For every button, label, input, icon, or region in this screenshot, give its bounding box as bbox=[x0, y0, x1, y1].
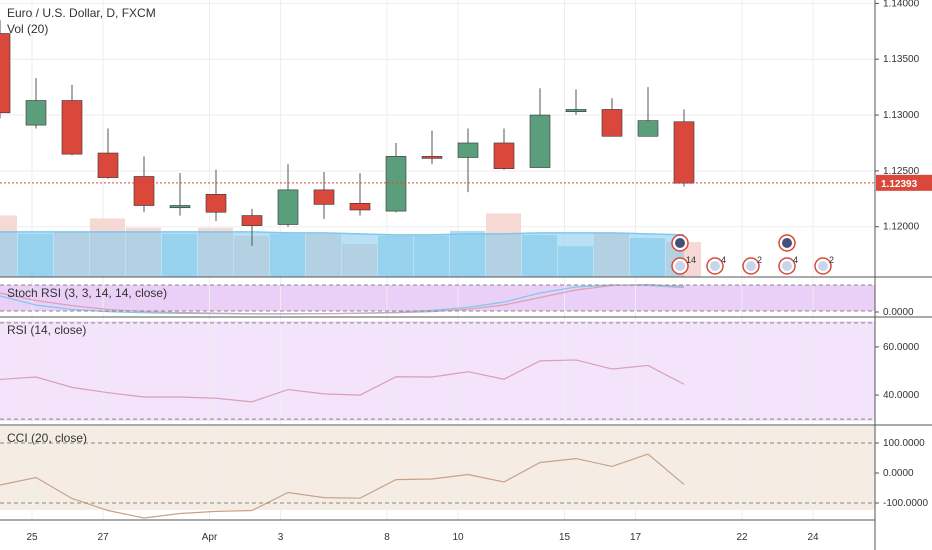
candle-body bbox=[565, 109, 587, 112]
rsi-line bbox=[0, 359, 685, 403]
rsi-tick-label: 60.0000 bbox=[883, 342, 920, 353]
cci-title: CCI (20, close) bbox=[7, 431, 88, 445]
price-tick-label: 1.12000 bbox=[883, 222, 920, 233]
event-count: 4 bbox=[721, 255, 726, 265]
event-flag-inner bbox=[818, 261, 828, 271]
candle-body bbox=[97, 152, 119, 178]
event-flag-inner bbox=[675, 261, 685, 271]
candle-body bbox=[385, 156, 407, 212]
candle-body bbox=[277, 189, 299, 225]
time-tick-label: 24 bbox=[807, 532, 819, 543]
candle-body bbox=[493, 142, 515, 169]
time-tick-label: 17 bbox=[630, 532, 642, 543]
time-tick-label: 10 bbox=[452, 532, 464, 543]
cci-tick-label: -100.0000 bbox=[883, 498, 928, 509]
time-tick-label: 15 bbox=[559, 532, 571, 543]
event-flag-inner bbox=[675, 238, 685, 248]
rsi-tick-label: 40.0000 bbox=[883, 390, 920, 401]
candle-body bbox=[313, 189, 335, 205]
candle-body bbox=[25, 100, 47, 126]
rsi-band bbox=[0, 321, 875, 421]
event-flag-inner bbox=[782, 238, 792, 248]
last-price-label: 1.12393 bbox=[881, 179, 918, 190]
event-count: 2 bbox=[829, 255, 834, 265]
time-tick-label: 25 bbox=[26, 532, 38, 543]
candle-body bbox=[61, 100, 83, 155]
event-flag-inner bbox=[710, 261, 720, 271]
price-tick-label: 1.14000 bbox=[883, 0, 920, 9]
time-tick-label: 3 bbox=[278, 532, 284, 543]
candle-body bbox=[133, 176, 155, 206]
candle-body bbox=[205, 194, 227, 213]
cci-tick-label: 0.0000 bbox=[883, 468, 914, 479]
candle-body bbox=[0, 33, 11, 114]
cci-tick-label: 100.0000 bbox=[883, 438, 925, 449]
candle-body bbox=[241, 215, 263, 226]
event-count: 4 bbox=[793, 255, 798, 265]
volume-ma-line bbox=[0, 231, 685, 236]
stoch-tick-label: 0.0000 bbox=[883, 307, 914, 318]
time-tick-label: Apr bbox=[202, 532, 218, 543]
rsi-title: RSI (14, close) bbox=[7, 323, 87, 337]
event-count: 2 bbox=[757, 255, 762, 265]
last-price-tag bbox=[876, 174, 932, 191]
time-tick-label: 27 bbox=[97, 532, 109, 543]
stoch-rsi-band bbox=[0, 285, 875, 311]
event-flag-inner bbox=[746, 261, 756, 271]
volume-ma-area bbox=[0, 231, 684, 277]
candle-body bbox=[601, 109, 623, 137]
stoch-rsi-title: Stoch RSI (3, 3, 14, 14, close) bbox=[7, 286, 168, 300]
cci-line bbox=[0, 453, 685, 519]
candle-body bbox=[529, 114, 551, 168]
cci-band bbox=[0, 426, 875, 510]
event-flag-inner bbox=[782, 261, 792, 271]
price-tick-label: 1.13000 bbox=[883, 110, 920, 121]
price-tick-label: 1.12500 bbox=[883, 166, 920, 177]
stoch-d-line bbox=[0, 283, 685, 315]
symbol-title: Euro / U.S. Dollar, D, FXCM bbox=[7, 6, 156, 20]
candle-body bbox=[421, 156, 443, 159]
candle-body bbox=[457, 142, 479, 158]
time-tick-label: 22 bbox=[736, 532, 748, 543]
volume-title: Vol (20) bbox=[7, 22, 49, 36]
candle-body bbox=[169, 205, 191, 209]
price-tick-label: 1.13500 bbox=[883, 54, 920, 65]
time-tick-label: 8 bbox=[384, 532, 390, 543]
event-count: 14 bbox=[686, 255, 696, 265]
candle-body bbox=[637, 120, 659, 137]
candle-body bbox=[673, 121, 695, 184]
candle-body bbox=[349, 202, 371, 211]
